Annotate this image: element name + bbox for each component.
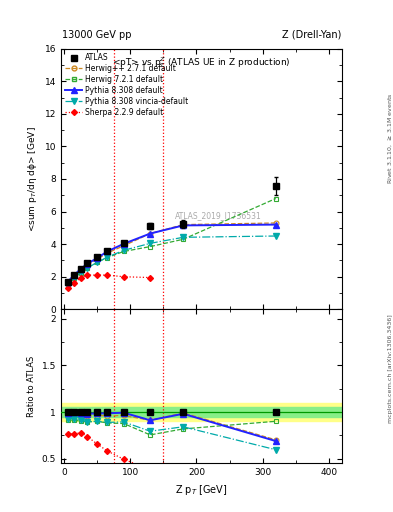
Text: mcplots.cern.ch [arXiv:1306.3436]: mcplots.cern.ch [arXiv:1306.3436] [388,314,393,423]
X-axis label: Z p$_T$ [GeV]: Z p$_T$ [GeV] [175,483,228,497]
Text: 13000 GeV pp: 13000 GeV pp [62,30,132,40]
Y-axis label: <sum p$_T$/dη dϕ> [GeV]: <sum p$_T$/dη dϕ> [GeV] [26,126,39,232]
Legend: ATLAS, Herwig++ 2.7.1 default, Herwig 7.2.1 default, Pythia 8.308 default, Pythi: ATLAS, Herwig++ 2.7.1 default, Herwig 7.… [64,52,190,118]
Y-axis label: Ratio to ATLAS: Ratio to ATLAS [27,356,36,417]
Text: Z (Drell-Yan): Z (Drell-Yan) [282,30,341,40]
Text: ATLAS_2019_I1736531: ATLAS_2019_I1736531 [175,211,262,220]
Text: <pT> vs p$^Z_T$ (ATLAS UE in Z production): <pT> vs p$^Z_T$ (ATLAS UE in Z productio… [112,55,291,70]
Text: Rivet 3.1.10, $\geq$ 3.1M events: Rivet 3.1.10, $\geq$ 3.1M events [386,93,393,184]
